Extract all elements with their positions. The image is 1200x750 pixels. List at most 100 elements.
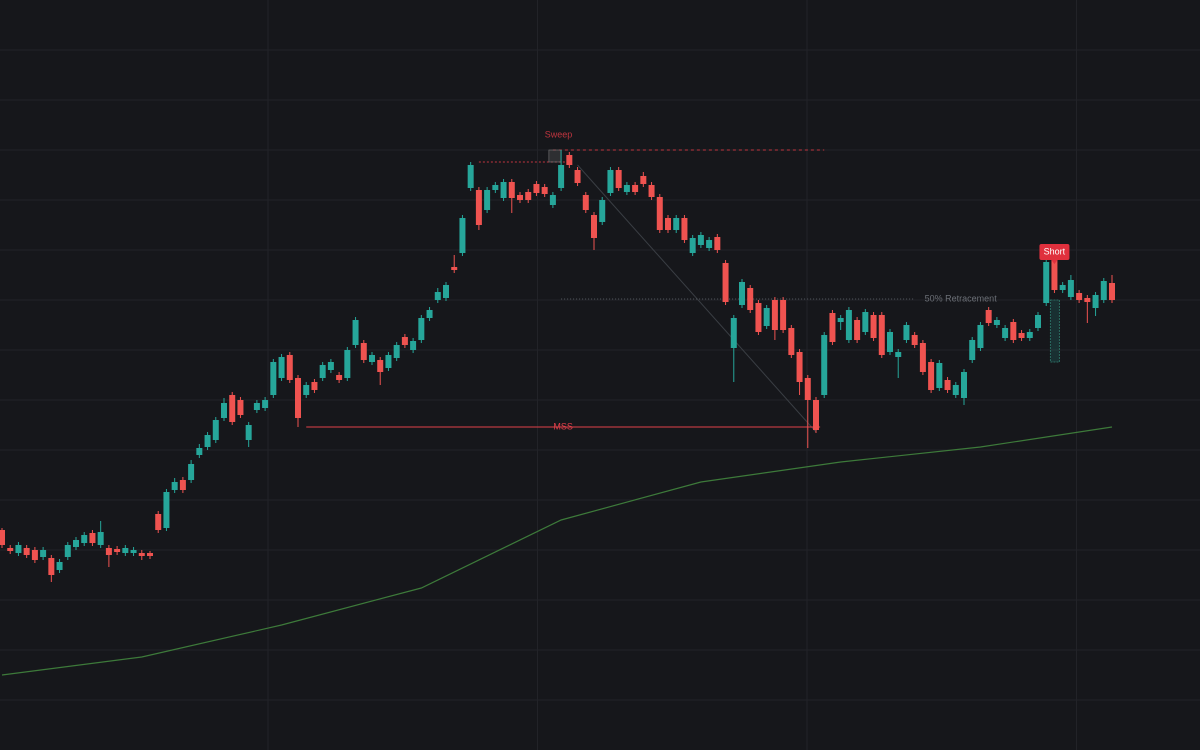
candle-body: [286, 355, 293, 380]
candle-body: [919, 343, 926, 372]
candle-body: [878, 315, 885, 355]
candle-body: [188, 464, 195, 480]
candle-body: [0, 530, 5, 545]
candle-body: [615, 170, 622, 188]
candle-body: [15, 545, 22, 553]
candle-body: [40, 550, 47, 557]
candle-body: [895, 352, 902, 357]
candle-body: [467, 165, 474, 188]
candle-body: [253, 403, 260, 410]
candle-body: [344, 350, 351, 378]
candle-body: [517, 195, 523, 200]
candle-body: [212, 420, 219, 440]
candle-body: [755, 303, 762, 332]
candle-body: [221, 403, 227, 418]
candle-body: [656, 197, 663, 230]
candle-body: [352, 320, 359, 345]
candle-body: [558, 165, 565, 188]
candle-body: [936, 363, 943, 388]
candle-body: [327, 362, 334, 370]
candle-body: [911, 335, 918, 345]
candle-body: [105, 548, 112, 555]
candle-body: [196, 448, 203, 455]
candle-body: [426, 310, 433, 318]
candle-body: [854, 320, 861, 340]
candle-body: [648, 185, 655, 197]
candle-body: [549, 195, 556, 205]
candle-body: [525, 192, 532, 200]
candle-body: [500, 182, 507, 198]
candle-body: [122, 548, 129, 553]
candle-body: [730, 318, 737, 348]
candle-body: [229, 395, 236, 422]
candle-body: [278, 357, 285, 378]
candle-body: [607, 170, 614, 193]
candle-body: [681, 218, 688, 240]
candle-body: [147, 553, 153, 556]
candle-body: [903, 325, 910, 340]
candle-body: [64, 545, 71, 557]
candle-body: [163, 492, 170, 528]
candle-body: [81, 535, 88, 543]
candle-body: [508, 182, 515, 198]
candle-body: [89, 533, 96, 543]
candle-body: [780, 300, 787, 330]
candle-body: [7, 548, 14, 551]
candle-body: [985, 310, 992, 323]
candle-body: [714, 237, 721, 250]
candle-body: [952, 385, 959, 395]
candle-body: [632, 185, 639, 192]
candle-body: [821, 335, 828, 395]
candle-body: [319, 365, 326, 378]
level-label: Sweep: [545, 129, 573, 139]
candle-body: [623, 185, 630, 192]
candle-body: [418, 318, 425, 340]
candle-body: [969, 340, 976, 360]
candle-body: [1043, 262, 1050, 303]
candle-body: [130, 550, 137, 553]
candle-body: [401, 337, 408, 345]
candle-body: [870, 315, 877, 338]
candle-body: [1002, 328, 1009, 338]
candle-body: [813, 400, 819, 430]
moving-average: [1, 426, 1113, 676]
candle-body: [706, 240, 713, 248]
level-label: MSS: [553, 421, 573, 431]
candle-body: [887, 332, 893, 352]
candle-body: [1084, 298, 1091, 302]
candle-body: [566, 155, 573, 165]
signal-label: Short: [1044, 246, 1066, 256]
candle-body: [484, 190, 491, 210]
candle-body: [73, 540, 79, 547]
candle-body: [492, 185, 499, 190]
candle-body: [1018, 333, 1025, 338]
candle-body: [48, 558, 55, 575]
candle-body: [451, 267, 458, 270]
candle-body: [97, 532, 104, 545]
level-label: 50% Retracement: [925, 293, 998, 303]
candle-body: [237, 400, 244, 415]
candle-body: [673, 218, 680, 230]
candle-body: [665, 218, 671, 230]
candle-body: [385, 355, 392, 368]
candle-body: [697, 235, 704, 245]
candle-body: [31, 550, 38, 560]
candle-body: [533, 184, 540, 193]
candle-body: [747, 288, 754, 310]
candle-body: [599, 200, 606, 222]
candle-body: [862, 312, 869, 332]
candle-body: [961, 372, 967, 398]
candle-body: [845, 310, 852, 340]
candle-body: [56, 562, 63, 570]
signal-badge: [1039, 244, 1070, 260]
candle-body: [689, 238, 696, 253]
candle-body: [1100, 281, 1107, 300]
candle-body: [393, 345, 400, 358]
candle-body: [475, 190, 482, 225]
candle-body: [369, 355, 375, 362]
candle-body: [377, 360, 384, 372]
candle-body: [1010, 322, 1017, 340]
candle-body: [459, 218, 466, 253]
candle-body: [336, 375, 343, 380]
